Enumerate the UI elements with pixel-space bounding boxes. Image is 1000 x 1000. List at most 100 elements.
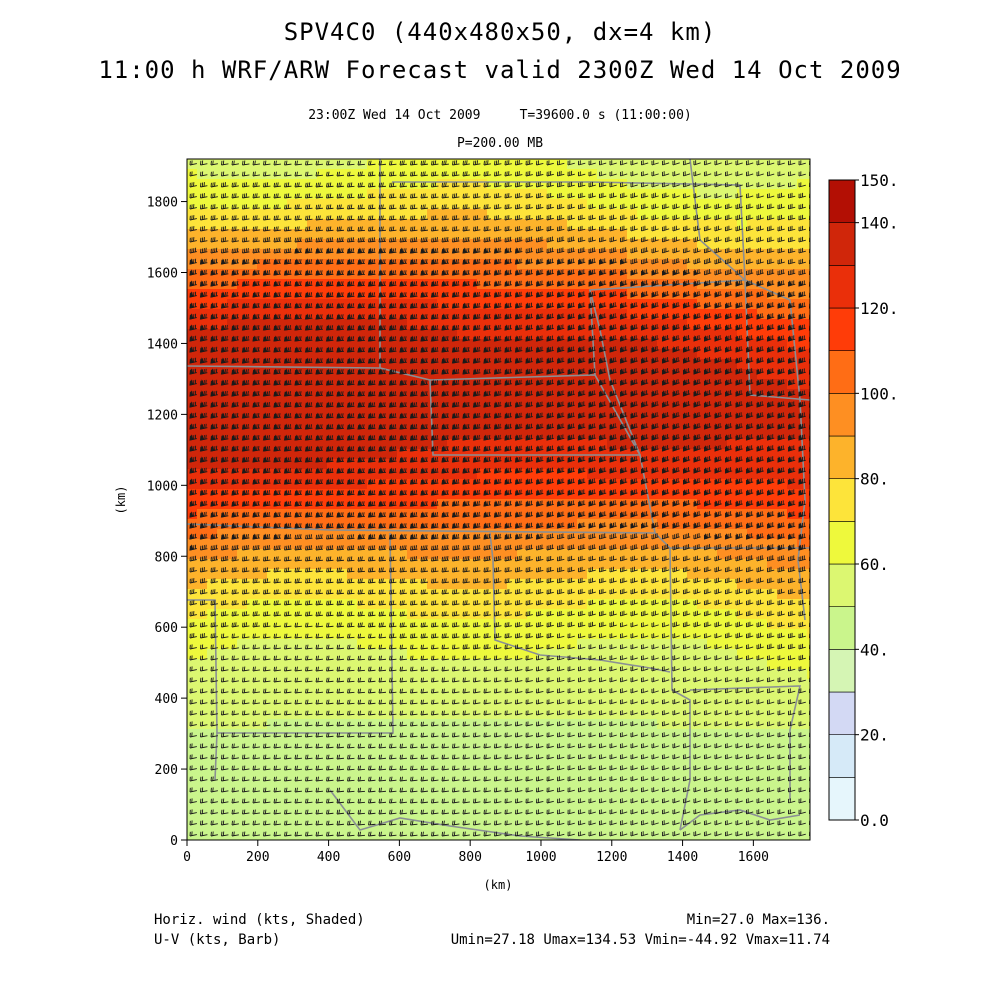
shade-cell xyxy=(217,219,228,230)
shade-cell xyxy=(347,179,358,190)
shade-cell xyxy=(667,839,678,850)
shade-cell xyxy=(207,839,218,850)
shade-cell xyxy=(807,749,818,760)
shade-cell xyxy=(677,219,688,230)
shade-cell xyxy=(677,259,688,270)
shade-cell xyxy=(257,569,268,580)
shade-cell xyxy=(737,519,748,530)
shade-cell xyxy=(677,519,688,530)
shade-cell xyxy=(767,689,778,700)
shade-cell xyxy=(797,699,808,710)
shade-cell xyxy=(797,789,808,800)
shade-cell xyxy=(807,279,818,290)
shade-cell xyxy=(677,549,688,560)
shade-cell xyxy=(187,839,198,850)
shade-cell xyxy=(427,829,438,840)
shade-cell xyxy=(737,589,748,600)
shade-cell xyxy=(377,679,388,690)
shade-cell xyxy=(597,549,608,560)
shade-cell xyxy=(497,839,508,850)
shade-cell xyxy=(587,699,598,710)
shade-cell xyxy=(527,589,538,600)
shade-cell xyxy=(717,839,728,850)
shade-cell xyxy=(777,209,788,220)
shade-cell xyxy=(807,529,818,540)
shade-cell xyxy=(807,659,818,670)
shade-cell xyxy=(717,799,728,810)
shade-cell xyxy=(417,609,428,620)
shade-cell xyxy=(797,719,808,730)
shade-cell xyxy=(307,179,318,190)
shade-cell xyxy=(347,799,358,810)
shade-cell xyxy=(487,179,498,190)
shade-cell xyxy=(597,469,608,480)
shade-cell xyxy=(587,629,598,640)
shade-cell xyxy=(677,659,688,670)
shade-cell xyxy=(307,219,318,230)
shade-cell xyxy=(677,329,688,340)
shade-cell xyxy=(797,839,808,850)
shade-cell xyxy=(347,689,358,700)
shade-cell xyxy=(457,509,468,520)
shade-cell xyxy=(317,829,328,840)
shade-cell xyxy=(247,739,258,750)
shade-cell xyxy=(247,289,258,300)
shade-cell xyxy=(527,539,538,550)
shade-cell xyxy=(737,769,748,780)
shade-cell xyxy=(677,299,688,310)
shade-cell xyxy=(467,209,478,220)
shade-cell xyxy=(387,329,398,340)
shade-cell xyxy=(307,839,318,850)
shade-cell xyxy=(417,569,428,580)
shade-cell xyxy=(637,799,648,810)
shade-cell xyxy=(777,609,788,620)
shade-cell xyxy=(757,839,768,850)
shade-cell xyxy=(677,739,688,750)
shade-cell xyxy=(807,619,818,630)
shade-cell xyxy=(597,439,608,450)
shade-cell xyxy=(737,409,748,420)
shade-cell xyxy=(197,839,208,850)
shade-cell xyxy=(207,829,218,840)
shade-cell xyxy=(257,239,268,250)
shade-cell xyxy=(807,459,818,470)
shade-cell xyxy=(287,749,298,760)
shade-cell xyxy=(557,179,568,190)
shade-cell xyxy=(777,179,788,190)
shade-cell xyxy=(597,369,608,380)
shade-cell xyxy=(457,359,468,370)
shade-cell xyxy=(467,759,478,770)
shade-cell xyxy=(557,719,568,730)
shade-cell xyxy=(447,659,458,670)
shade-cell xyxy=(417,169,428,180)
shade-cell xyxy=(457,239,468,250)
shade-cell xyxy=(307,549,318,560)
shade-cell xyxy=(587,839,598,850)
shade-cell xyxy=(767,649,778,660)
shade-cell xyxy=(277,579,288,590)
shade-cell xyxy=(597,629,608,640)
shade-cell xyxy=(417,769,428,780)
shade-cell xyxy=(377,579,388,590)
shade-cell xyxy=(527,629,538,640)
shade-cell xyxy=(807,549,818,560)
shade-cell xyxy=(777,719,788,730)
shade-cell xyxy=(457,579,468,590)
shade-cell xyxy=(537,839,548,850)
shade-cell xyxy=(717,649,728,660)
shade-cell xyxy=(777,829,788,840)
shade-cell xyxy=(767,249,778,260)
shade-cell xyxy=(497,689,508,700)
shade-cell xyxy=(317,609,328,620)
shade-cell xyxy=(557,769,568,780)
shade-cell xyxy=(237,799,248,810)
shade-cell xyxy=(677,409,688,420)
shade-cell xyxy=(387,439,398,450)
shade-cell xyxy=(807,699,818,710)
shade-cell xyxy=(807,759,818,770)
shade-cell xyxy=(567,219,578,230)
shade-cell xyxy=(377,649,388,660)
shade-cell xyxy=(557,759,568,770)
shade-cell xyxy=(467,719,478,730)
shade-cell xyxy=(677,479,688,490)
